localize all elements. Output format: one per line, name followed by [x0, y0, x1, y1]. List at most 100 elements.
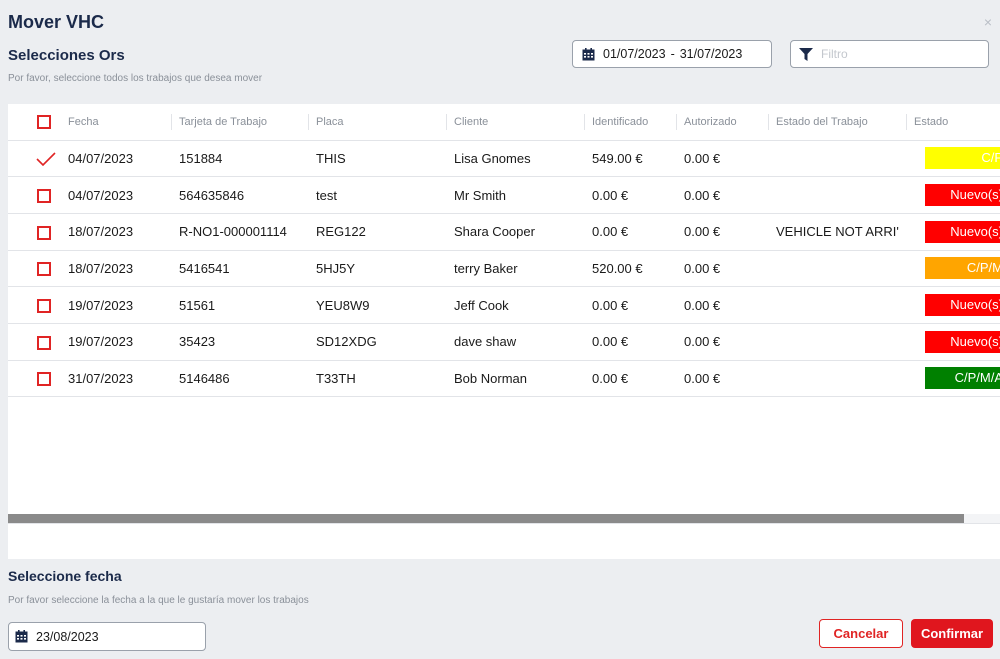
table-row[interactable]: 18/07/2023 R-NO1-000001114 REG122 Shara Coo… — [8, 212, 1000, 251]
placa-cell: SD12XDG — [308, 322, 446, 361]
checkmark-icon[interactable] — [36, 152, 56, 167]
column-header-estado[interactable]: Estado — [906, 104, 1000, 140]
status-badge: C/P/M — [925, 257, 1000, 280]
fecha-cell: 04/07/2023 — [60, 176, 171, 214]
autorizado-cell: 0.00 € — [676, 176, 768, 214]
table-row[interactable]: 04/07/2023 151884 THIS Lisa Gnomes 549.00 €0… — [8, 139, 1000, 177]
horizontal-scrollbar[interactable] — [8, 514, 1000, 523]
modal-title: Mover VHC — [8, 12, 105, 32]
filter-icon — [799, 47, 813, 61]
row-checkbox[interactable] — [37, 298, 51, 313]
row-select-cell — [8, 286, 60, 324]
cliente-cell: Bob Norman — [446, 359, 584, 398]
filter-box[interactable] — [790, 40, 989, 68]
cliente-cell: Jeff Cook — [446, 286, 584, 324]
estado-cell: Nuevo(s) — [906, 322, 1000, 361]
tarjeta-cell: 151884 — [171, 139, 308, 177]
target-date-picker[interactable]: 23/08/2023 — [8, 622, 206, 651]
identificado-cell: 0.00 € — [584, 322, 676, 361]
jobs-table: Fecha Tarjeta de Trabajo Placa Cliente I… — [8, 104, 1000, 559]
section-title: Selecciones Ors — [8, 47, 125, 64]
confirm-button[interactable]: Confirmar — [911, 619, 993, 648]
estado-trabajo-cell: VEHICLE NOT ARRI' — [768, 212, 906, 251]
status-badge: C/P — [925, 147, 1000, 170]
tarjeta-cell: 5146486 — [171, 359, 308, 398]
row-select-cell — [8, 176, 60, 214]
row-select-cell — [8, 359, 60, 398]
estado-trabajo-cell — [768, 322, 906, 361]
column-header-tarjeta[interactable]: Tarjeta de Trabajo — [171, 104, 308, 140]
tarjeta-cell: 51561 — [171, 286, 308, 324]
row-checkbox[interactable] — [37, 372, 51, 387]
estado-trabajo-cell — [768, 249, 906, 287]
table-row[interactable]: 18/07/2023 5416541 5HJ5Y terry Baker 520.00 … — [8, 249, 1000, 287]
status-badge: C/P/M/A — [925, 367, 1000, 390]
row-select-cell — [8, 322, 60, 361]
table-row[interactable]: 19/07/2023 35423 SD12XDG dave shaw 0.00 €0.0… — [8, 322, 1000, 361]
row-checkbox[interactable] — [37, 225, 51, 240]
table-header-row: Fecha Tarjeta de Trabajo Placa Cliente I… — [8, 104, 1000, 140]
column-header-autorizado[interactable]: Autorizado — [676, 104, 768, 140]
cliente-cell: Shara Cooper — [446, 212, 584, 251]
fecha-cell: 31/07/2023 — [60, 359, 171, 398]
date-range-picker[interactable]: 01/07/2023 - 31/07/2023 — [572, 40, 772, 68]
row-checkbox[interactable] — [37, 188, 51, 203]
table-row[interactable]: 04/07/2023 564635846 test Mr Smith 0.00 €0.0… — [8, 176, 1000, 214]
column-header-estado-trabajo[interactable]: Estado del Trabajo — [768, 104, 906, 140]
estado-cell: Nuevo(s) — [906, 212, 1000, 251]
section-hint: Por favor, seleccione todos los trabajos… — [8, 73, 263, 84]
row-select-cell — [8, 139, 60, 177]
date-range-start: 01/07/2023 — [603, 47, 666, 61]
identificado-cell: 0.00 € — [584, 212, 676, 251]
identificado-cell: 0.00 € — [584, 286, 676, 324]
table-row[interactable]: 31/07/2023 5146486 T33TH Bob Norman 0.00 €0.… — [8, 359, 1000, 398]
placa-cell: THIS — [308, 139, 446, 177]
autorizado-cell: 0.00 € — [676, 139, 768, 177]
column-header-placa[interactable]: Placa — [308, 104, 446, 140]
identificado-cell: 0.00 € — [584, 176, 676, 214]
tarjeta-cell: 35423 — [171, 322, 308, 361]
date-range-separator: - — [670, 47, 675, 61]
table-row[interactable]: 19/07/2023 51561 YEU8W9 Jeff Cook 0.00 €0.00… — [8, 286, 1000, 324]
select-all-cell — [8, 104, 60, 140]
status-badge: Nuevo(s) — [925, 294, 1000, 317]
date-range-end: 31/07/2023 — [679, 47, 743, 61]
identificado-cell: 520.00 € — [584, 249, 676, 287]
autorizado-cell: 0.00 € — [676, 322, 768, 361]
placa-cell: 5HJ5Y — [308, 249, 446, 287]
estado-cell: C/P/M/A — [906, 359, 1000, 398]
identificado-cell: 0.00 € — [584, 359, 676, 398]
placa-cell: REG122 — [308, 212, 446, 251]
calendar-icon — [582, 47, 595, 60]
fecha-cell: 19/07/2023 — [60, 286, 171, 324]
estado-cell: C/P/M — [906, 249, 1000, 287]
estado-cell: C/P — [906, 139, 1000, 177]
estado-trabajo-cell — [768, 139, 906, 177]
calendar-icon — [15, 630, 28, 643]
fecha-cell: 04/07/2023 — [60, 139, 171, 177]
close-icon[interactable]: × — [983, 14, 992, 30]
row-select-cell — [8, 212, 60, 251]
row-checkbox[interactable] — [37, 335, 51, 350]
column-header-fecha[interactable]: Fecha — [68, 115, 99, 128]
filter-input[interactable] — [821, 47, 981, 61]
fecha-cell: 18/07/2023 — [60, 249, 171, 287]
scrollbar-thumb[interactable] — [8, 514, 964, 523]
row-checkbox[interactable] — [37, 262, 51, 277]
cancel-button[interactable]: Cancelar — [819, 619, 903, 648]
estado-trabajo-cell — [768, 286, 906, 324]
fecha-cell: 19/07/2023 — [60, 322, 171, 361]
column-header-cliente[interactable]: Cliente — [446, 104, 584, 140]
placa-cell: T33TH — [308, 359, 446, 398]
tarjeta-cell: 5416541 — [171, 249, 308, 287]
cliente-cell: Mr Smith — [446, 176, 584, 214]
select-all-checkbox[interactable] — [37, 114, 51, 129]
tarjeta-cell: 564635846 — [171, 176, 308, 214]
placa-cell: test — [308, 176, 446, 214]
cliente-cell: Lisa Gnomes — [446, 139, 584, 177]
column-header-identificado[interactable]: Identificado — [584, 104, 676, 140]
estado-cell: Nuevo(s) — [906, 176, 1000, 214]
estado-trabajo-cell — [768, 359, 906, 398]
status-badge: Nuevo(s) — [925, 184, 1000, 207]
target-date-value: 23/08/2023 — [36, 629, 99, 644]
